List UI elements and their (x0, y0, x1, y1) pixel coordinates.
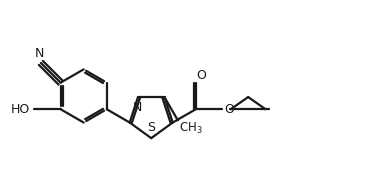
Text: O: O (197, 69, 207, 82)
Text: S: S (147, 121, 155, 135)
Text: HO: HO (11, 103, 30, 116)
Text: CH$_3$: CH$_3$ (179, 121, 202, 136)
Text: N: N (35, 47, 45, 60)
Text: N: N (133, 101, 142, 114)
Text: O: O (224, 103, 234, 116)
